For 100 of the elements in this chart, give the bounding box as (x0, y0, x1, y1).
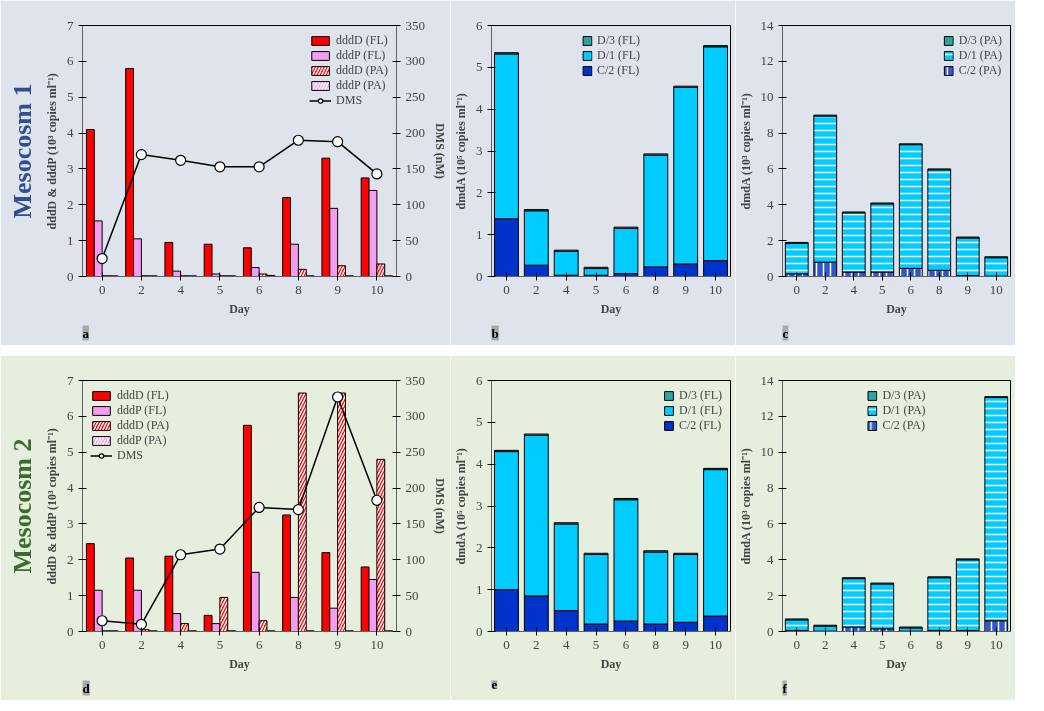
y2-tick-label: 200 (405, 480, 425, 496)
y-tick-label: 2 (67, 196, 74, 212)
x-tick-label: 6 (622, 636, 630, 652)
y2-tick-label: 150 (405, 160, 425, 176)
y-axis-title: dddD & dddP (10³ copies ml⁻¹) (45, 428, 59, 585)
y2-tick-label: 250 (405, 444, 425, 460)
y-tick-label: 2 (767, 232, 774, 248)
x-tick-label: 9 (682, 281, 689, 297)
y-axis-title: dddD & dddP (10³ copies ml⁻¹) (45, 73, 59, 230)
y2-axis-title: DMS (nM) (433, 123, 447, 179)
y-tick-label: 3 (67, 160, 74, 176)
y-tick-label: 14 (760, 17, 774, 33)
legend-label: D/3 (PA) (958, 33, 1002, 48)
x-tick-label: 2 (822, 636, 829, 652)
y2-tick-label: 200 (405, 125, 425, 141)
legend-label: C/2 (FL) (679, 418, 722, 433)
legend-label: C/2 (PA) (882, 418, 925, 433)
y-tick-label: 6 (476, 372, 483, 388)
y-tick-label: 6 (767, 515, 774, 531)
x-tick-label: 10 (370, 636, 384, 652)
x-tick-label: 10 (989, 636, 1003, 652)
x-tick-label: 8 (295, 636, 302, 652)
y-tick-label: 4 (476, 456, 483, 472)
x-tick-label: 2 (138, 281, 145, 297)
y-tick-label: 10 (760, 89, 774, 105)
legend-label: dddD (FL) (117, 388, 169, 403)
y-tick-label: 6 (476, 17, 483, 33)
y-axis-title: dmdA (10³ copies ml⁻¹) (738, 93, 753, 210)
y-axis-title: dmdA (10³ copies ml⁻¹) (738, 448, 753, 565)
x-tick-label: 0 (98, 636, 106, 652)
x-tick-label: 5 (879, 636, 886, 652)
y2-tick-label: 350 (405, 372, 425, 388)
y-tick-label: 4 (476, 101, 483, 117)
y-tick-label: 3 (67, 515, 74, 531)
legend-label: C/2 (FL) (597, 63, 640, 78)
text: d (82, 680, 91, 696)
x-axis-title: Day (886, 656, 907, 671)
x-tick-label: 6 (255, 281, 263, 297)
legend-label: dddP (FL) (336, 48, 386, 63)
y2-axis-title: DMS (nM) (433, 478, 447, 534)
x-tick-label: 6 (255, 636, 263, 652)
text: a (82, 325, 90, 341)
x-tick-label: 10 (370, 281, 384, 297)
y-tick-label: 8 (767, 125, 774, 141)
legend-label: dddD (PA) (336, 63, 388, 78)
legend-label: dddP (PA) (117, 433, 167, 448)
x-tick-label: 9 (964, 281, 971, 297)
x-tick-label: 0 (503, 281, 510, 297)
legend-label: D/3 (FL) (597, 33, 640, 48)
x-tick-label: 5 (592, 281, 600, 297)
y-tick-label: 6 (767, 160, 774, 176)
y-tick-label: 1 (67, 587, 74, 603)
y-tick-label: 1 (476, 226, 483, 242)
legend-label: D/1 (FL) (679, 403, 722, 418)
x-tick-label: 5 (216, 281, 224, 297)
legend-label: D/1 (PA) (958, 48, 1002, 63)
x-axis-title: Day (600, 301, 622, 316)
y-tick-label: 6 (67, 53, 74, 69)
x-tick-label: 8 (936, 636, 943, 652)
x-tick-label: 2 (138, 636, 145, 652)
x-tick-label: 4 (562, 636, 570, 652)
x-tick-label: 9 (682, 636, 689, 652)
y-tick-label: 5 (476, 414, 483, 430)
x-axis-title: Day (886, 301, 907, 316)
x-tick-label: 10 (709, 636, 723, 652)
y-tick-label: 2 (476, 539, 483, 555)
text: b (491, 325, 499, 341)
y-tick-label: 2 (476, 184, 483, 200)
y2-tick-label: 50 (405, 587, 419, 603)
x-tick-label: 6 (622, 281, 630, 297)
y2-tick-label: 100 (405, 196, 425, 212)
x-tick-label: 2 (822, 281, 829, 297)
y-axis-title: dmdA (10⁵ copies ml⁻¹) (454, 448, 468, 565)
y-tick-label: 6 (67, 408, 74, 424)
x-tick-label: 4 (850, 281, 858, 297)
x-tick-label: 0 (98, 281, 106, 297)
legend-label: dddD (PA) (117, 418, 169, 433)
legend-label: dddP (PA) (336, 78, 386, 93)
x-axis-title: Day (229, 656, 250, 671)
x-axis-title: Day (229, 301, 250, 316)
y2-tick-label: 50 (405, 232, 419, 248)
y2-tick-label: 350 (405, 17, 425, 33)
x-tick-label: 9 (334, 281, 341, 297)
y-axis-title: dmdA (10⁵ copies ml⁻¹) (454, 93, 468, 210)
x-tick-label: 8 (936, 281, 943, 297)
legend-label: D/1 (PA) (882, 403, 926, 418)
y-tick-label: 5 (67, 89, 74, 105)
y-tick-label: 4 (67, 125, 74, 141)
y-tick-label: 4 (67, 480, 74, 496)
x-tick-label: 9 (964, 636, 971, 652)
y-tick-label: 8 (767, 480, 774, 496)
text: Mesocosm 1 (7, 83, 37, 219)
x-tick-label: 10 (989, 281, 1003, 297)
y-tick-label: 12 (760, 53, 774, 69)
y2-tick-label: 300 (405, 53, 425, 69)
y-tick-label: 1 (67, 232, 74, 248)
legend-label: C/2 (PA) (958, 63, 1002, 78)
x-tick-label: 0 (793, 281, 800, 297)
y-tick-label: 2 (67, 551, 74, 567)
y2-tick-label: 100 (405, 551, 425, 567)
